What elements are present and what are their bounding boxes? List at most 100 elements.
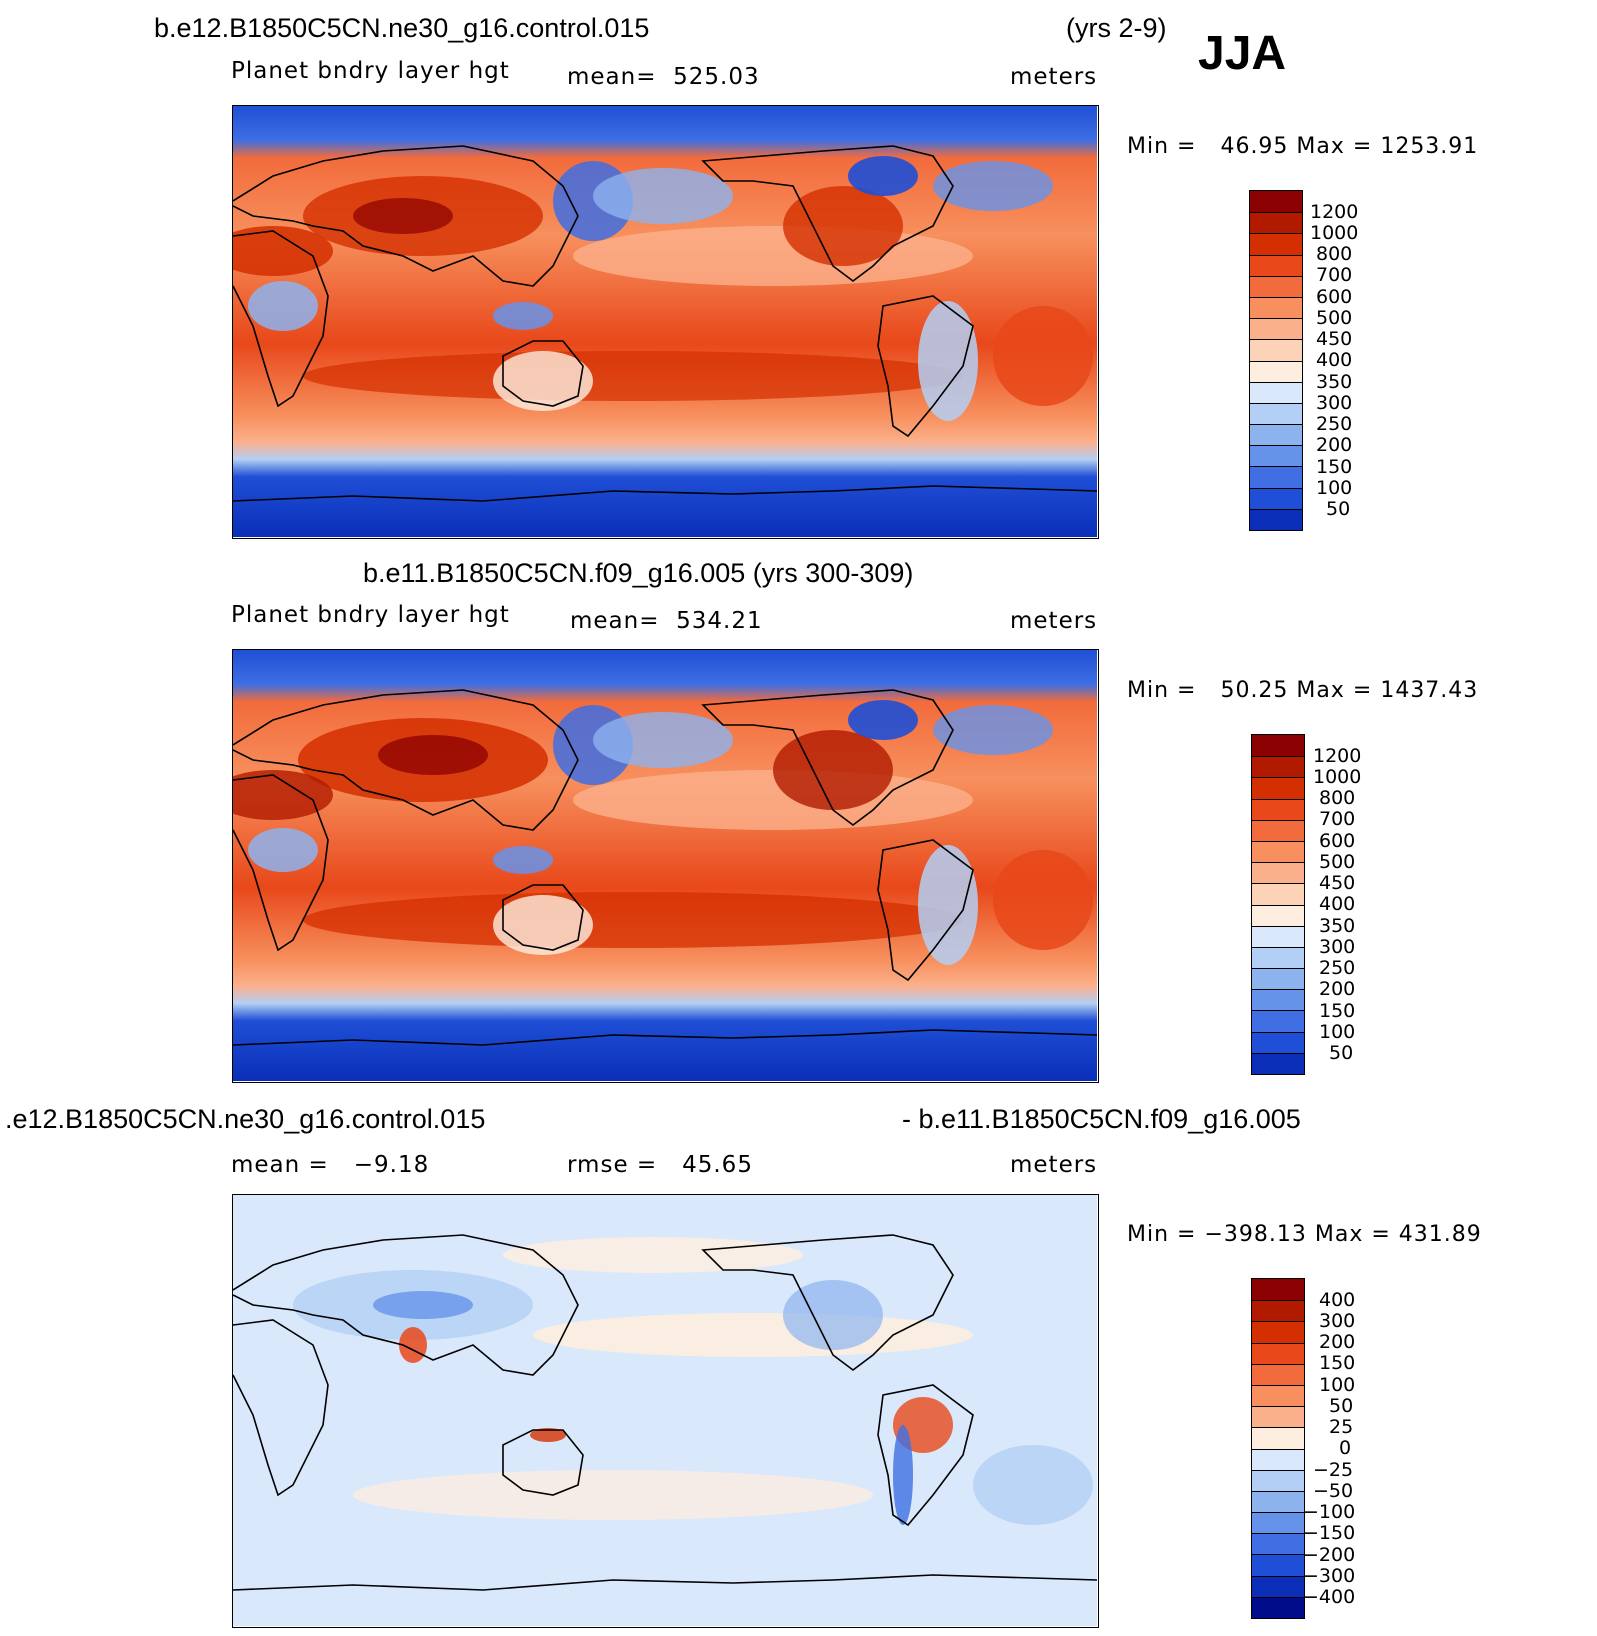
panel3-colorbar-box [1252, 1384, 1304, 1407]
panel1-field-sahara-high [233, 226, 333, 276]
panel1-colorbar-box [1250, 424, 1302, 446]
colorbar-label: 50 [1329, 1042, 1354, 1064]
panel2-colorbar-box [1252, 989, 1304, 1011]
colorbar-label: 200 [1316, 434, 1353, 456]
colorbar-label: 50 [1326, 498, 1351, 520]
panel3-colorbar-box [1252, 1512, 1304, 1534]
panel2-mean-label: mean= 534.21 [570, 608, 763, 634]
panel2-colorbar-box [1252, 883, 1304, 905]
panel1-colorbar-box [1250, 466, 1302, 488]
panel2-colorbar-box [1252, 798, 1304, 820]
panel3-colorbar-box [1252, 1321, 1304, 1343]
colorbar-label: −400 [1303, 1586, 1356, 1608]
panel2-colorbar-box [1252, 735, 1304, 757]
colorbar-label: 300 [1316, 392, 1353, 414]
colorbar-label: 100 [1319, 1374, 1356, 1396]
panel2-map [232, 649, 1099, 1083]
colorbar-label: 1200 [1310, 201, 1359, 223]
colorbar-label: −50 [1313, 1480, 1354, 1502]
panel3-field-pacific-pos [533, 1313, 973, 1357]
panel1-title-years: (yrs 2-9) [1066, 13, 1167, 43]
panel3-colorbar-box [1252, 1342, 1304, 1364]
panel2-coast-africa [233, 774, 329, 952]
colorbar-label: 1000 [1313, 766, 1362, 788]
colorbar-label: 150 [1319, 1352, 1356, 1374]
panel3-colorbar-box [1252, 1448, 1304, 1470]
panel2-colorbar-box [1252, 1031, 1304, 1053]
panel1-coast-antarctica [233, 485, 1097, 502]
panel1-colorbar-box [1250, 275, 1302, 297]
panel2-field-indonesia-low [493, 846, 553, 874]
panel3-title: .e12.B1850C5CN.ne30_g16.control.015 [5, 1104, 486, 1134]
panel2-field-sh-ocean-high [303, 892, 963, 948]
colorbar-label: 400 [1316, 349, 1353, 371]
panel1-colorbar-box [1250, 233, 1302, 255]
colorbar-label: 450 [1316, 328, 1353, 350]
panel2-field-tibet-high [378, 735, 488, 775]
panel3-field-andes-neg [893, 1425, 913, 1525]
panel1-minmax: Min = 46.95 Max = 1253.91 [1127, 134, 1479, 159]
colorbar-label: 800 [1319, 787, 1356, 809]
colorbar-label: 1200 [1313, 745, 1362, 767]
panel1-title: b.e12.B1850C5CN.ne30_g16.control.015 [154, 13, 650, 43]
panel1-mean-label: mean= 525.03 [567, 64, 760, 90]
panel2-units-label: meters [1010, 608, 1098, 634]
panel1-field-pacific-light [573, 226, 973, 286]
panel1-field-africa-low [248, 281, 318, 331]
panel1-map [232, 105, 1099, 539]
panel1-field-hudson-low [848, 156, 918, 196]
panel3-coast-australia [502, 1429, 584, 1496]
colorbar-label: −300 [1303, 1565, 1356, 1587]
panel2-colorbar-box [1252, 1010, 1304, 1032]
panel1-field-namerica-high [783, 186, 903, 266]
panel3-minmax: Min = −398.13 Max = 431.89 [1127, 1222, 1482, 1247]
panel2-field-africa-low [248, 828, 318, 872]
panel1-colorbar [1249, 190, 1303, 531]
panel2-colorbar-box [1252, 756, 1304, 778]
panel2-field-pacific-light [573, 770, 973, 830]
colorbar-label: 150 [1319, 1000, 1356, 1022]
colorbar-label: 200 [1319, 1331, 1356, 1353]
panel2-colorbar-box [1252, 1052, 1304, 1074]
panel2-field-atlantic-low [933, 705, 1053, 755]
colorbar-label: 150 [1316, 456, 1353, 478]
panel3-map [232, 1194, 1099, 1628]
panel3-colorbar-box [1252, 1300, 1304, 1322]
colorbar-label: 400 [1319, 1289, 1356, 1311]
colorbar-label: 1000 [1310, 222, 1359, 244]
panel1-field-indonesia-low [493, 302, 553, 330]
panel3-field-namerica-mix [783, 1280, 883, 1350]
panel1-colorbar-box [1250, 487, 1302, 509]
panel1-coast-eurasia [233, 145, 579, 287]
panel1-coast-africa [233, 230, 329, 408]
panel2-coast-namerica [701, 689, 954, 826]
panel3-colorbar-box [1252, 1575, 1304, 1597]
colorbar-label: −200 [1303, 1544, 1356, 1566]
panel2-field-namerica-high [773, 730, 893, 810]
panel3-title-minus: - b.e11.B1850C5CN.f09_g16.005 [902, 1104, 1301, 1134]
season-label: JJA [1198, 27, 1287, 80]
colorbar-label: 300 [1319, 1310, 1356, 1332]
panel1-colorbar-box [1250, 381, 1302, 403]
colorbar-label: −150 [1303, 1522, 1356, 1544]
panel3-colorbar-box [1252, 1533, 1304, 1555]
colorbar-label: 250 [1319, 957, 1356, 979]
colorbar-label: 300 [1319, 936, 1356, 958]
panel2-coast-antarctica [233, 1029, 1097, 1046]
panel1-field-sh-ocean-high [303, 351, 963, 401]
panel3-field-tibet-neg [373, 1291, 473, 1319]
colorbar-label: 400 [1319, 893, 1356, 915]
colorbar-label: 700 [1319, 808, 1356, 830]
panel3-field-newguinea-pos [530, 1428, 566, 1442]
panel2-minmax: Min = 50.25 Max = 1437.43 [1127, 678, 1479, 703]
panel2-field-satlantic-high [993, 850, 1093, 950]
colorbar-label: 250 [1316, 413, 1353, 435]
panel3-coast-eurasia [233, 1234, 579, 1376]
panel2-field-australia [493, 895, 593, 955]
colorbar-label: 100 [1316, 477, 1353, 499]
panel3-field-satlantic-neg [973, 1445, 1093, 1525]
panel1-coast-samerica [877, 295, 974, 438]
panel1-colorbar-box [1250, 318, 1302, 340]
colorbar-label: 0 [1339, 1437, 1352, 1459]
panel3-field-npacific-pos [503, 1237, 803, 1273]
